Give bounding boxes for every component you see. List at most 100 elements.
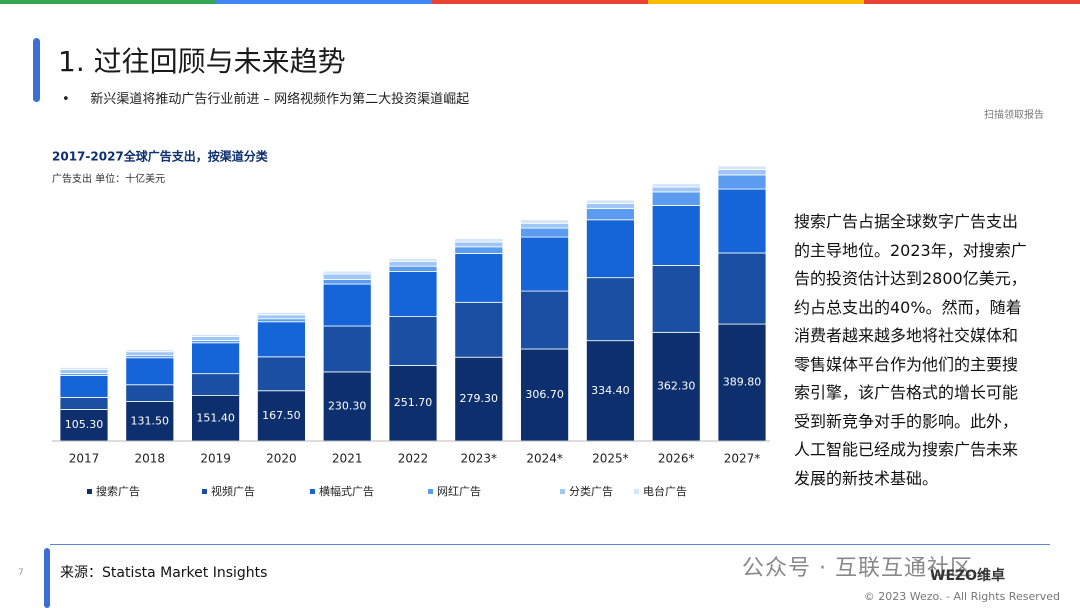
bar-segment: [59, 375, 109, 398]
bar-segment: [125, 351, 175, 357]
bar-segment: [717, 174, 767, 190]
bar-segment: [651, 205, 701, 266]
legend-label: 电台广告: [643, 484, 687, 498]
bar-segment: [59, 397, 109, 410]
bar-segment: [256, 314, 306, 320]
watermark: 公众号 · 互联互通社区: [742, 556, 973, 581]
bar-segment: [651, 191, 701, 206]
bar-segment: [388, 257, 438, 262]
bar-segment: [191, 336, 241, 341]
bar-segment: [586, 340, 635, 442]
legend-label: 网红广告: [437, 485, 481, 498]
x-tick-label: 2024*: [526, 452, 563, 466]
value-label: 389.80: [723, 376, 762, 389]
bar-segment: [454, 301, 504, 358]
value-label: 167.50: [262, 409, 301, 422]
legend-swatch: [310, 489, 315, 494]
bar-segment: [651, 186, 701, 193]
value-label: 279.30: [460, 392, 499, 405]
legend-label: 横幅式广告: [319, 484, 374, 498]
chart: 2017-2027全球广告支出，按渠道分类 广告支出 单位：十亿美元 105.3…: [52, 149, 770, 498]
x-tick-label: 2027*: [724, 452, 761, 466]
bullet: • 新兴渠道将推动广告行业前进 – 网络视频作为第二大投资渠道崛起: [62, 92, 470, 107]
title-accent: [33, 38, 40, 102]
bar-segment: [388, 271, 438, 317]
x-tick-label: 2022: [398, 452, 429, 466]
bar-segment: [520, 290, 569, 350]
scan-note: 扫描领取报告: [984, 110, 1044, 121]
x-tick-label: 2025*: [592, 452, 629, 466]
bar-segment: [322, 279, 372, 285]
bar-segment: [520, 222, 569, 229]
bar-segment: [520, 236, 569, 292]
value-label: 306.70: [525, 388, 564, 401]
bar-segment: [256, 356, 306, 392]
bar-segment: [454, 253, 504, 303]
x-tick-label: 2023*: [461, 452, 498, 466]
bar-segment: [586, 203, 635, 209]
bar-segment: [191, 373, 241, 396]
bar-segment: [586, 207, 635, 221]
bar-segment: [586, 199, 635, 204]
bar-segment: [59, 409, 109, 442]
bar-segment: [322, 283, 372, 327]
divider: [50, 544, 1050, 545]
bar-segment: [586, 277, 635, 342]
bar-segment: [651, 265, 701, 333]
chart-title: 2017-2027全球广告支出，按渠道分类: [52, 149, 269, 164]
legend-swatch: [87, 489, 92, 494]
value-label: 362.30: [657, 380, 696, 393]
value-label: 131.50: [131, 414, 170, 427]
bar-segment: [454, 241, 504, 248]
bar-segment: [125, 384, 175, 402]
legend-swatch: [202, 489, 207, 494]
bar-segment: [256, 318, 306, 323]
value-label: 334.40: [591, 384, 630, 397]
legend-swatch: [634, 489, 639, 494]
bar-segment: [520, 219, 569, 224]
bar-segment: [717, 165, 767, 170]
value-label: 230.30: [328, 399, 367, 412]
value-label: 105.30: [65, 418, 104, 431]
bar-segment: [125, 349, 175, 353]
bar-segment: [191, 395, 241, 442]
slide-title: 1. 过往回顾与未来趋势: [58, 45, 346, 78]
source: 来源：Statista Market Insights: [60, 565, 268, 581]
paragraph: 搜索广告占据全球数字广告支出的主导地位。2023年，对搜索广告的投资估计达到28…: [794, 212, 1027, 488]
bar-segment: [388, 265, 438, 272]
bar-segment: [388, 260, 438, 267]
legend-label: 分类广告: [569, 484, 613, 498]
x-tick-label: 2019: [200, 452, 231, 466]
bar-segment: [454, 238, 504, 243]
bar-segment: [651, 331, 701, 442]
legend-swatch: [428, 489, 433, 494]
bar-segment: [717, 188, 767, 254]
bar-segment: [322, 270, 372, 275]
top-color-bar: [0, 0, 1080, 4]
x-tick-label: 2020: [266, 452, 297, 466]
bar-segment: [651, 183, 701, 188]
x-tick-label: 2018: [135, 452, 166, 466]
bar-segment: [191, 342, 241, 375]
bar-segment: [322, 273, 372, 280]
legend-swatch: [560, 489, 565, 494]
bar-segment: [586, 219, 635, 279]
bullet-text: 新兴渠道将推动广告行业前进 – 网络视频作为第二大投资渠道崛起: [90, 92, 470, 107]
value-label: 251.70: [394, 396, 433, 409]
x-tick-label: 2017: [69, 452, 100, 466]
bar-segment: [388, 316, 438, 366]
copyright: © 2023 Wezo. - All Rights Reserved: [863, 590, 1060, 603]
bar-segment: [717, 252, 767, 325]
bar-segment: [454, 246, 504, 254]
logo: WEZO维卓: [930, 568, 1006, 584]
chart-subtitle: 广告支出 单位：十亿美元: [52, 172, 165, 185]
legend-label: 搜索广告: [96, 484, 140, 498]
bar-segment: [256, 321, 306, 358]
bar-segment: [322, 325, 372, 373]
bar-segment: [59, 367, 109, 370]
legend-label: 视频广告: [211, 484, 255, 498]
bar-segment: [717, 323, 767, 442]
bar-segment: [125, 357, 175, 386]
bar-segment: [520, 348, 569, 442]
